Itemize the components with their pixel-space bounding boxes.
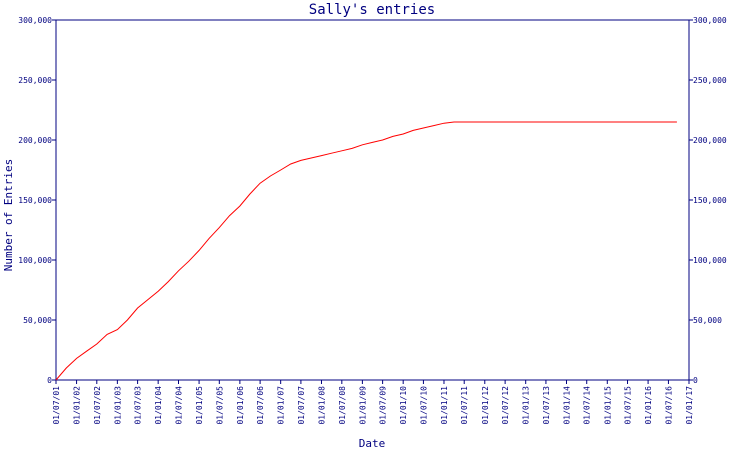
x-tick-label: 01/01/11: [440, 386, 449, 425]
x-tick-label: 01/07/10: [419, 386, 428, 425]
y-axis-label: Number of Entries: [2, 159, 15, 272]
y-tick-label-right: 100,000: [693, 256, 727, 265]
x-tick-label: 01/01/14: [562, 386, 571, 425]
x-tick-label: 01/01/02: [73, 386, 82, 425]
x-tick-label: 01/07/14: [583, 386, 592, 425]
y-tick-label-left: 300,000: [18, 16, 52, 25]
y-tick-label-right: 150,000: [693, 196, 727, 205]
x-tick-label: 01/01/16: [644, 386, 653, 425]
y-tick-label-right: 200,000: [693, 136, 727, 145]
y-tick-label-left: 250,000: [18, 76, 52, 85]
x-tick-label: 01/07/02: [93, 386, 102, 425]
x-tick-label: 01/07/03: [134, 386, 143, 425]
chart-title: Sally's entries: [309, 2, 435, 18]
y-axis-left: 0 50,000 100,000 150,000 200,000 250,000 300,0…: [18, 16, 56, 385]
x-tick-label: 01/07/07: [297, 386, 306, 425]
x-tick-label: 01/01/06: [236, 386, 245, 425]
x-tick-label: 01/07/08: [338, 386, 347, 425]
series-line: [55, 121, 677, 381]
y-tick-label-left: 100,000: [18, 256, 52, 265]
x-tick-label: 01/01/17: [685, 386, 694, 425]
x-tick-label: 01/01/05: [195, 386, 204, 425]
x-tick-label: 01/07/11: [460, 386, 469, 425]
x-tick-label: 01/01/13: [522, 386, 531, 425]
x-tick-label: 01/07/12: [501, 386, 510, 425]
y-tick-label-right: 250,000: [693, 76, 727, 85]
x-tick-label: 01/01/04: [154, 386, 163, 425]
y-tick-label-right: 300,000: [693, 16, 727, 25]
x-tick-label: 01/01/10: [399, 386, 408, 425]
x-tick-label: 01/07/06: [256, 386, 265, 425]
x-tick-label: 01/01/07: [277, 386, 286, 425]
x-axis-label: Date: [359, 437, 386, 450]
y-tick-label-left: 200,000: [18, 136, 52, 145]
y-tick-label-left: 150,000: [18, 196, 52, 205]
x-tick-label: 01/07/05: [215, 386, 224, 425]
x-tick-label: 01/07/13: [542, 386, 551, 425]
x-tick-label: 01/01/09: [358, 386, 367, 425]
y-tick-label-left: 0: [47, 376, 52, 385]
x-tick-label: 01/07/01: [52, 386, 61, 425]
x-tick-label: 01/01/03: [113, 386, 122, 425]
y-axis-right: 0 50,000 100,000 150,000 200,000 250,000 300,0…: [689, 16, 727, 385]
x-tick-label: 01/01/15: [603, 386, 612, 425]
series-layer: [55, 121, 677, 381]
y-tick-label-right: 0: [693, 376, 698, 385]
x-tick-label: 01/07/04: [175, 386, 184, 425]
x-tick-label: 01/01/08: [317, 386, 326, 425]
y-tick-label-left: 50,000: [23, 316, 52, 325]
y-tick-label-right: 50,000: [693, 316, 722, 325]
x-tick-label: 01/07/09: [379, 386, 388, 425]
x-axis: 01/07/01 01/01/02 01/07/02 01/01/03 01/07/03…: [52, 380, 694, 425]
x-tick-label: 01/07/15: [624, 386, 633, 425]
x-tick-label: 01/07/16: [664, 386, 673, 425]
x-tick-label: 01/01/12: [481, 386, 490, 425]
